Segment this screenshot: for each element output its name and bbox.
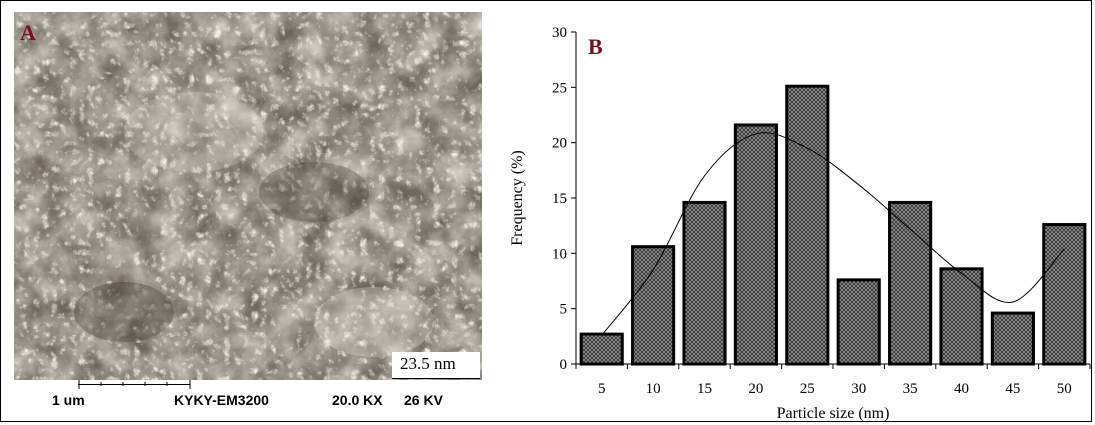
x-tick-label: 40 xyxy=(954,381,969,397)
y-tick-label: 5 xyxy=(560,302,568,318)
bar-10 xyxy=(631,245,676,366)
bar-50 xyxy=(1042,223,1087,366)
fit-curve xyxy=(601,132,1065,336)
chart-bars xyxy=(579,84,1087,366)
panel-b-label: B xyxy=(588,34,603,59)
bar-15 xyxy=(682,200,727,366)
sem-micrograph xyxy=(14,12,482,380)
particle-size-chart: 0 5 10 15 20 25 30 5 10 15 20 25 30 35 40 45 50 Particle … xyxy=(509,25,1091,422)
chart-labels: 0 5 10 15 20 25 30 5 10 15 20 25 30 35 40 45 50 Particle … xyxy=(509,25,1072,422)
y-tick-label: 10 xyxy=(552,246,567,262)
y-tick-label: 15 xyxy=(552,191,567,207)
bar-30 xyxy=(836,278,881,366)
voltage-label: 26 KV xyxy=(404,392,443,408)
y-tick-label: 0 xyxy=(560,357,568,373)
x-tick-label: 25 xyxy=(800,381,815,397)
sem-caption-bar xyxy=(14,380,482,420)
scale-bar xyxy=(78,384,190,385)
y-tick-label: 20 xyxy=(552,136,567,152)
scale-label: 1 um xyxy=(52,392,85,408)
x-tick-label: 30 xyxy=(851,381,866,397)
x-axis-label: Particle size (nm) xyxy=(777,405,890,422)
panel-a: A 23.5 nm 1 um KYKY-EM3200 20.0 KX 26 KV xyxy=(14,12,482,420)
x-tick-label: 10 xyxy=(646,381,661,397)
measurement-box xyxy=(392,352,480,379)
bar-35 xyxy=(888,200,933,366)
scale-bar-ticks xyxy=(78,380,191,389)
y-tick-label: 25 xyxy=(552,80,567,96)
bar-45 xyxy=(990,311,1035,366)
x-tick-label: 35 xyxy=(903,381,918,397)
x-tick-label: 15 xyxy=(697,381,712,397)
measurement-value: 23.5 nm xyxy=(400,354,456,373)
x-tick-label: 50 xyxy=(1057,381,1072,397)
y-tick-label: 30 xyxy=(552,25,567,41)
bar-25 xyxy=(785,84,830,366)
bar-5 xyxy=(579,332,624,366)
x-tick-label: 5 xyxy=(598,381,606,397)
bar-20 xyxy=(733,123,778,366)
y-axis-label: Frequency (%) xyxy=(509,150,526,246)
fit-curve-group xyxy=(601,132,1065,336)
magnification-label: 20.0 KX xyxy=(332,392,383,408)
x-tick-label: 45 xyxy=(1005,381,1020,397)
panel-a-label: A xyxy=(20,20,36,45)
instrument-label: KYKY-EM3200 xyxy=(174,392,269,408)
x-tick-label: 20 xyxy=(748,381,763,397)
bar-40 xyxy=(939,267,984,366)
